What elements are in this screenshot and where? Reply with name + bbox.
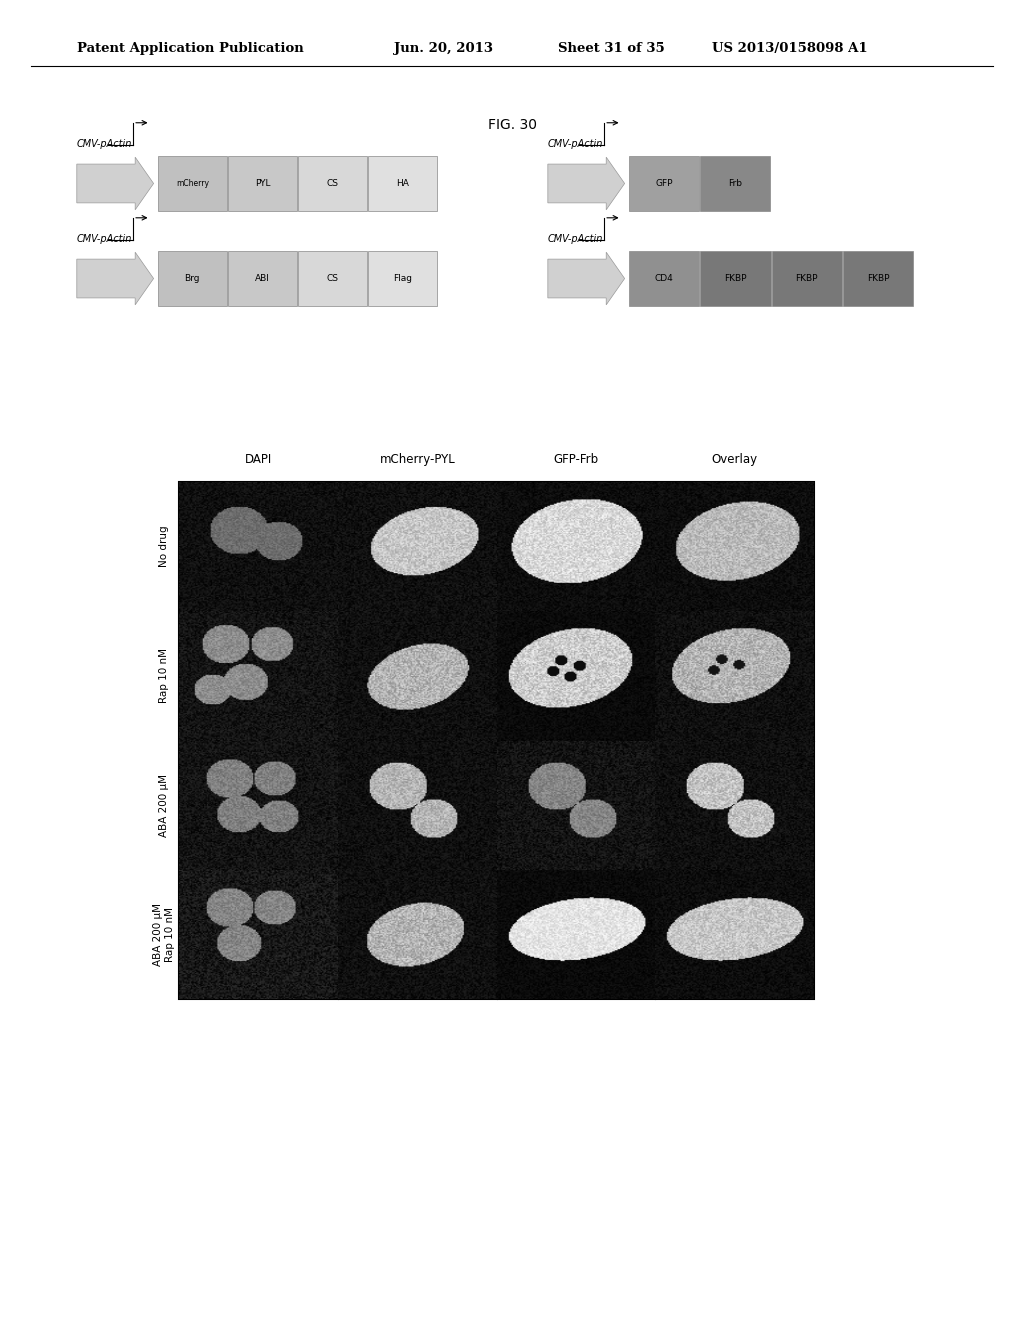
Text: GFP-Frb: GFP-Frb bbox=[553, 453, 599, 466]
Text: PYL: PYL bbox=[255, 180, 270, 187]
Text: CMV-pActin: CMV-pActin bbox=[548, 234, 603, 244]
Bar bbox=[227, 156, 297, 211]
Text: Brg: Brg bbox=[184, 275, 200, 282]
Bar bbox=[368, 251, 437, 306]
Bar bbox=[158, 251, 226, 306]
Text: Flag: Flag bbox=[393, 275, 413, 282]
Bar bbox=[298, 156, 367, 211]
Text: Patent Application Publication: Patent Application Publication bbox=[77, 42, 303, 55]
Text: CMV-pActin: CMV-pActin bbox=[548, 139, 603, 149]
Bar bbox=[179, 482, 814, 999]
Text: Sheet 31 of 35: Sheet 31 of 35 bbox=[558, 42, 665, 55]
Text: CS: CS bbox=[327, 275, 339, 282]
Bar bbox=[843, 251, 913, 306]
Bar bbox=[298, 251, 367, 306]
Bar bbox=[227, 251, 297, 306]
Text: ABI: ABI bbox=[255, 275, 270, 282]
Text: CD4: CD4 bbox=[654, 275, 674, 282]
Text: DAPI: DAPI bbox=[245, 453, 272, 466]
Text: ABA 200 μM
Rap 10 nM: ABA 200 μM Rap 10 nM bbox=[153, 903, 175, 966]
FancyArrow shape bbox=[77, 157, 154, 210]
Text: CMV-pActin: CMV-pActin bbox=[77, 234, 132, 244]
Text: FKBP: FKBP bbox=[796, 275, 818, 282]
Text: FKBP: FKBP bbox=[867, 275, 890, 282]
Text: HA: HA bbox=[396, 180, 410, 187]
Text: GFP: GFP bbox=[655, 180, 673, 187]
Bar bbox=[629, 251, 699, 306]
FancyArrow shape bbox=[548, 157, 625, 210]
Text: ABA 200 μM: ABA 200 μM bbox=[159, 774, 169, 837]
Text: Overlay: Overlay bbox=[712, 453, 758, 466]
Text: CS: CS bbox=[327, 180, 339, 187]
Bar bbox=[368, 156, 437, 211]
Text: Jun. 20, 2013: Jun. 20, 2013 bbox=[394, 42, 494, 55]
Text: CMV-pActin: CMV-pActin bbox=[77, 139, 132, 149]
FancyArrow shape bbox=[548, 252, 625, 305]
Bar bbox=[158, 156, 226, 211]
Bar bbox=[629, 156, 698, 211]
Bar bbox=[772, 251, 842, 306]
Text: Rap 10 nM: Rap 10 nM bbox=[159, 648, 169, 704]
Text: US 2013/0158098 A1: US 2013/0158098 A1 bbox=[712, 42, 867, 55]
Text: Frb: Frb bbox=[728, 180, 742, 187]
Text: mCherry-PYL: mCherry-PYL bbox=[380, 453, 455, 466]
Text: No drug: No drug bbox=[159, 525, 169, 568]
Bar bbox=[700, 251, 770, 306]
Text: FKBP: FKBP bbox=[724, 275, 746, 282]
Bar bbox=[700, 156, 770, 211]
Text: FIG. 30: FIG. 30 bbox=[487, 119, 537, 132]
FancyArrow shape bbox=[77, 252, 154, 305]
Text: mCherry: mCherry bbox=[176, 180, 209, 187]
